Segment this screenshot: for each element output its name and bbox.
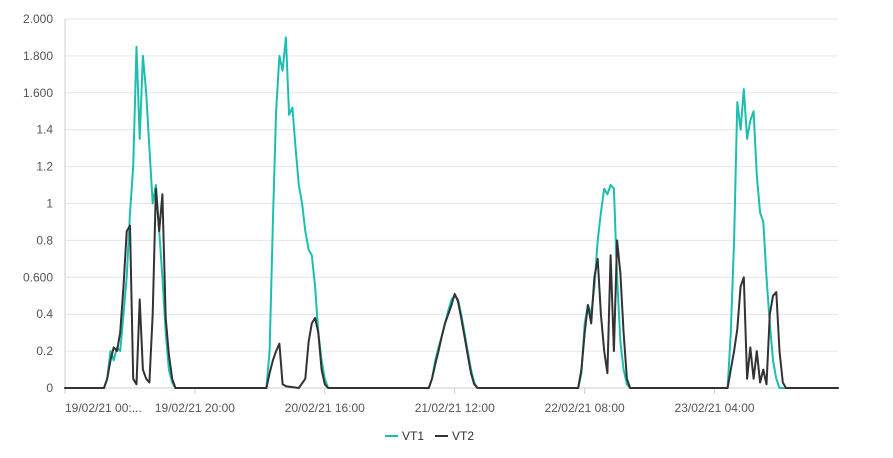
- x-tick-label: 19/02/21 20:00: [155, 401, 235, 415]
- x-tick-label: 22/02/21 08:00: [545, 401, 625, 415]
- x-tick-label: 20/02/21 16:00: [285, 401, 365, 415]
- y-tick-label: 0: [46, 381, 53, 395]
- y-tick-label: 0.600: [23, 270, 53, 284]
- gridlines: [64, 18, 838, 389]
- y-tick-label: 0.8: [36, 233, 53, 247]
- y-tick-label: 1.2: [36, 160, 53, 174]
- x-tick-label: 21/02/21 12:00: [415, 401, 495, 415]
- legend-item-vt2[interactable]: VT2: [435, 429, 474, 443]
- y-tick-label: 1.4: [36, 123, 53, 137]
- series-line-vt1[interactable]: [64, 36, 839, 389]
- y-axis-ticks: 0 0.2 0.4 0.600 0.8 1 1.2 1.4 1.600 1.800 2.000: [23, 12, 53, 395]
- x-tick-label: 23/02/21 04:00: [675, 401, 755, 415]
- x-tick-label: 19/02/21 00:...: [65, 401, 142, 415]
- legend-item-vt1[interactable]: VT1: [385, 429, 424, 443]
- y-tick-label: 1: [46, 197, 53, 211]
- y-tick-label: 0.2: [36, 344, 53, 358]
- legend-label: VT1: [402, 429, 424, 443]
- y-tick-label: 1.800: [23, 49, 53, 63]
- x-axis-ticks: 19/02/21 00:... 19/02/21 20:00 20/02/21 16…: [64, 388, 755, 415]
- y-tick-label: 0.4: [36, 307, 53, 321]
- series-line-vt2[interactable]: [64, 187, 839, 389]
- legend[interactable]: VT1 VT2: [385, 429, 474, 443]
- y-tick-label: 1.600: [23, 86, 53, 100]
- y-tick-label: 2.000: [23, 12, 53, 26]
- legend-label: VT2: [452, 429, 474, 443]
- series-lines: [64, 36, 839, 389]
